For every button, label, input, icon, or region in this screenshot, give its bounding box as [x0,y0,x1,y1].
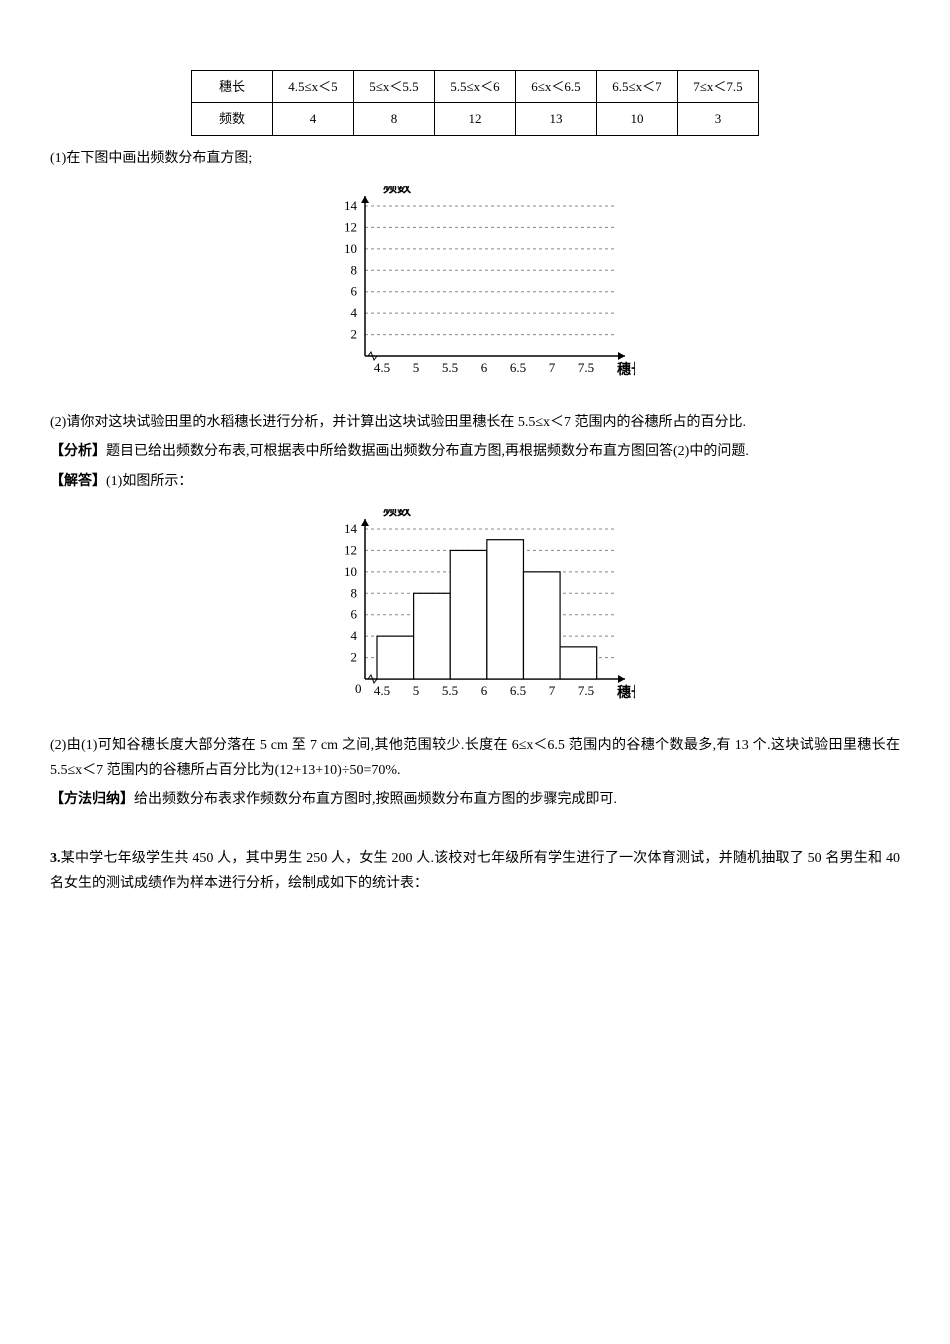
header-cell: 5.5≤x＜6 [435,71,516,103]
svg-text:4: 4 [351,628,358,643]
question-3-text: 某中学七年级学生共 450 人，其中男生 250 人，女生 200 人.该校对七… [50,851,900,891]
svg-text:8: 8 [351,262,358,277]
value-cell: 3 [678,103,759,135]
svg-text:7: 7 [549,683,556,698]
svg-text:5: 5 [413,683,420,698]
svg-text:10: 10 [344,241,357,256]
question-2-text: (2)请你对这块试验田里的水稻穗长进行分析，并计算出这块试验田里穗长在 5.5≤… [50,410,900,435]
analysis-paragraph: 【分析】题目已给出频数分布表,可根据表中所给数据画出频数分布直方图,再根据频数分… [50,439,900,464]
svg-text:6.5: 6.5 [510,360,526,375]
svg-text:10: 10 [344,564,357,579]
question-3-paragraph: 3.某中学七年级学生共 450 人，其中男生 250 人，女生 200 人.该校… [50,846,900,896]
svg-text:4.5: 4.5 [374,683,390,698]
svg-text:2: 2 [351,649,358,664]
svg-text:6: 6 [481,683,488,698]
value-cell: 8 [354,103,435,135]
table-header-row: 穗长 4.5≤x＜5 5≤x＜5.5 5.5≤x＜6 6≤x＜6.5 6.5≤x… [192,71,759,103]
svg-text:7.5: 7.5 [578,683,594,698]
analysis-text: 题目已给出频数分布表,可根据表中所给数据画出频数分布直方图,再根据频数分布直方图… [106,444,749,459]
header-cell: 6.5≤x＜7 [597,71,678,103]
svg-text:穗长: 穗长 [617,361,635,378]
header-cell: 4.5≤x＜5 [273,71,354,103]
analysis-label: 【分析】 [50,444,106,459]
answer-label: 【解答】 [50,474,106,489]
value-cell: 10 [597,103,678,135]
svg-text:4.5: 4.5 [374,360,390,375]
svg-text:12: 12 [344,219,357,234]
svg-text:5.5: 5.5 [442,360,458,375]
svg-text:频数: 频数 [383,509,412,519]
value-cell: 13 [516,103,597,135]
svg-text:2: 2 [351,327,358,342]
svg-text:6.5: 6.5 [510,683,526,698]
svg-text:5.5: 5.5 [442,683,458,698]
header-cell: 5≤x＜5.5 [354,71,435,103]
svg-text:12: 12 [344,542,357,557]
blank-histogram-chart: 2 4 6 8 10 12 14 4.5 5 5.5 6 6.5 7 7.5 频数穗长 [50,186,900,395]
question-1-text: (1)在下图中画出频数分布直方图; [50,146,900,171]
frequency-table: 穗长 4.5≤x＜5 5≤x＜5.5 5.5≤x＜6 6≤x＜6.5 6.5≤x… [191,70,759,136]
svg-text:7: 7 [549,360,556,375]
table-data-row: 频数 4 8 12 13 10 3 [192,103,759,135]
svg-text:0: 0 [355,681,362,696]
blank-chart-svg: 2 4 6 8 10 12 14 4.5 5 5.5 6 6.5 7 7.5 频数穗长 [315,186,635,386]
value-cell: 4 [273,103,354,135]
svg-text:5: 5 [413,360,420,375]
method-label: 【方法归纳】 [50,792,134,807]
method-text: 给出频数分布表求作频数分布直方图时,按照画频数分布直方图的步骤完成即可. [134,792,617,807]
svg-text:6: 6 [351,284,358,299]
svg-text:7.5: 7.5 [578,360,594,375]
svg-text:频数: 频数 [383,186,412,196]
answer-intro: (1)如图所示： [106,474,192,489]
question-3-label: 3. [50,851,61,866]
header-cell: 6≤x＜6.5 [516,71,597,103]
svg-text:8: 8 [351,585,358,600]
answer-2-text: (2)由(1)可知谷穗长度大部分落在 5 cm 至 7 cm 之间,其他范围较少… [50,733,900,783]
filled-histogram-chart: 2 4 6 8 10 12 14 4.5 5 5.5 6 6.5 7 7.5 频数穗长 0 [50,509,900,718]
filled-chart-svg: 2 4 6 8 10 12 14 4.5 5 5.5 6 6.5 7 7.5 频数穗长 0 [315,509,635,709]
svg-text:6: 6 [481,360,488,375]
svg-text:14: 14 [344,521,358,536]
answer-paragraph: 【解答】(1)如图所示： [50,469,900,494]
svg-text:4: 4 [351,305,358,320]
svg-text:6: 6 [351,606,358,621]
value-cell: 12 [435,103,516,135]
method-paragraph: 【方法归纳】给出频数分布表求作频数分布直方图时,按照画频数分布直方图的步骤完成即… [50,787,900,812]
row-label-cell: 频数 [192,103,273,135]
header-cell: 穗长 [192,71,273,103]
header-cell: 7≤x＜7.5 [678,71,759,103]
svg-text:14: 14 [344,198,358,213]
svg-text:穗长: 穗长 [617,684,635,701]
